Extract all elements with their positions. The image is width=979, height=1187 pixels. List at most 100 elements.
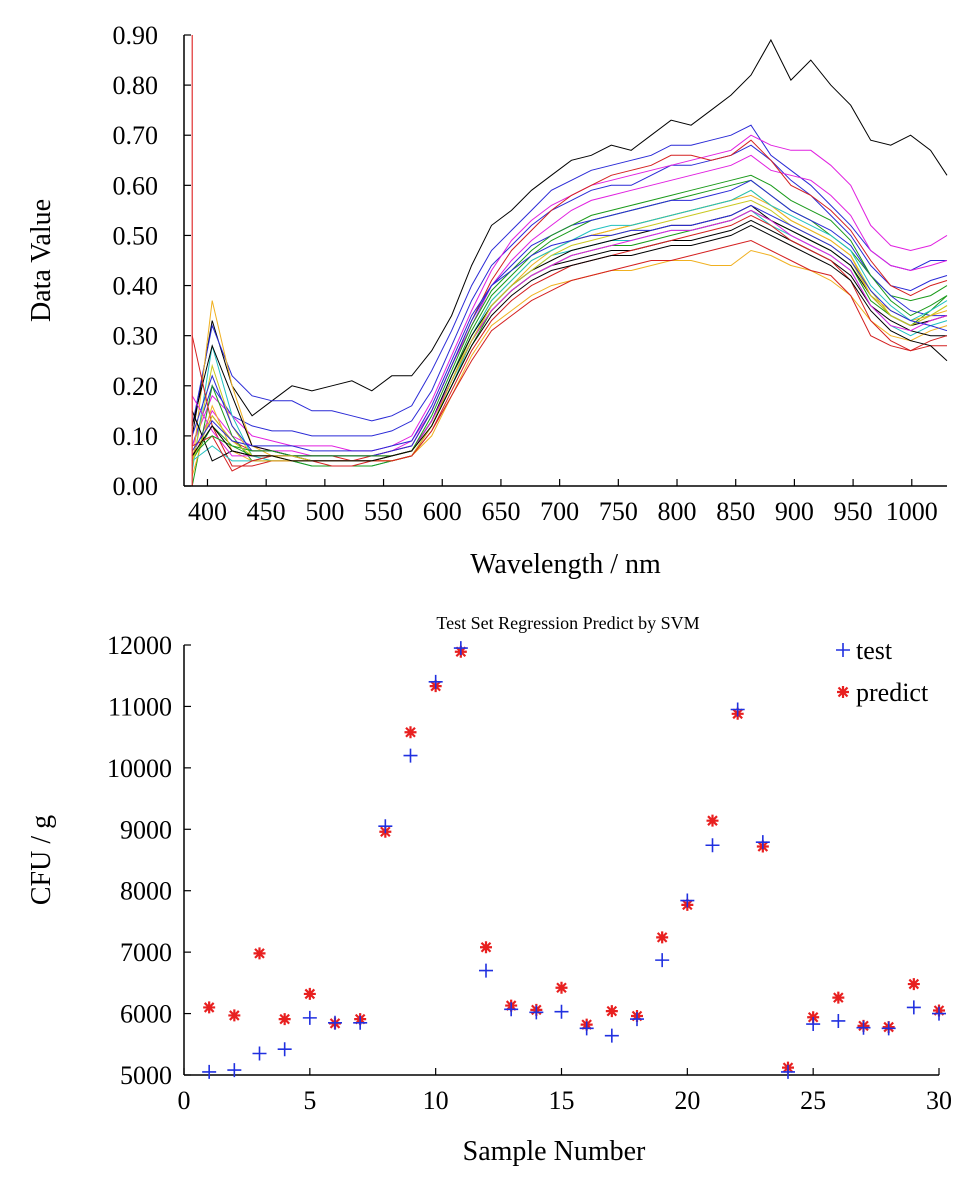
spectrum-line-7 [191,179,948,462]
spectrum-line-23 [191,224,948,462]
y-tick-label: 7000 [120,938,172,967]
x-tick-label: 800 [658,497,697,526]
x-tick-label: 750 [599,497,638,526]
spectrum-line-14 [191,239,947,467]
test-point [378,819,393,834]
y-tick-label: 0.70 [113,121,159,150]
spectrum-line-19 [191,214,948,472]
predict-point [656,931,669,944]
test-point [353,1015,368,1030]
x-axis-label: Wavelength / nm [470,549,661,580]
predict-point [832,991,845,1004]
test-point [252,1046,267,1061]
test-point [755,835,770,850]
chart-title: Test Set Regression Predict by SVM [436,613,699,633]
x-tick-label: 1000 [886,497,938,526]
legend-predict-marker [837,686,849,698]
test-point [630,1012,644,1027]
y-tick-label: 0.50 [113,221,159,250]
x-tick-label: 25 [800,1086,826,1115]
predict-point [404,726,417,739]
x-tick-label: 650 [481,497,520,526]
spectrum-line-20 [191,174,948,457]
y-tick-label: 12000 [107,631,172,660]
predict-point [278,1013,291,1026]
x-tick-label: 450 [247,497,286,526]
legend: test predict [836,636,929,707]
spectrum-line-9 [191,209,948,472]
spectrum-line-4 [191,134,948,452]
test-point [730,702,745,717]
predict-point [706,814,719,827]
y-tick-label: 0.20 [113,372,159,401]
predict-point [480,941,492,954]
spectrum-line-2 [191,124,947,426]
spectrum-line-1 [191,38,948,436]
test-point [831,1013,846,1028]
test-point [906,1000,921,1015]
x-tick-label: 15 [549,1086,575,1115]
x-tick-label: 550 [364,497,403,526]
test-point [428,674,443,689]
test-point [781,1064,795,1079]
spectrum-line-17 [191,204,948,462]
y-tick-label: 0.10 [113,422,159,451]
test-point [302,1010,317,1025]
predict-point [253,947,266,960]
test-point [504,1002,519,1017]
y-tick-label: 0.60 [113,171,159,200]
svm-regression-chart: Test Set Regression Predict by SVM 5000 60… [26,613,952,1167]
y-tick-label: 0.00 [113,472,159,501]
spectrum-line-21 [191,199,948,462]
test-point [881,1021,896,1036]
test-point [227,1063,242,1078]
x-tick-label: 700 [540,497,579,526]
test-point [856,1020,871,1035]
x-tick-label: 900 [775,497,814,526]
test-point [604,1028,619,1043]
predict-point [303,987,316,1000]
test-point [202,1064,217,1079]
x-tick-label: 10 [423,1086,449,1115]
spectrum-line-5 [191,154,948,457]
y-tick-label: 10000 [107,754,172,783]
test-point [529,1005,544,1020]
y-axis-label: Data Value [26,199,57,322]
test-point [655,953,670,968]
test-point [579,1021,594,1036]
predict-point [907,978,920,991]
x-tick-label: 30 [926,1086,952,1115]
test-point [554,1004,569,1019]
spectrum-line-12 [191,179,947,457]
y-tick-label: 0.90 [113,21,159,50]
test-point [806,1017,821,1032]
x-tick-label: 5 [303,1086,316,1115]
predict-point [228,1009,241,1022]
predict-point [203,1001,216,1014]
test-point [453,641,468,656]
spectrum-line-3 [191,144,948,447]
y-tick-label: 0.30 [113,322,159,351]
y-tick-label: 5000 [120,1061,172,1090]
legend-test-marker [836,643,850,657]
spectrum-line-8 [191,249,948,467]
predict-point [555,981,568,994]
test-point [479,963,493,978]
test-point [932,1006,946,1021]
test-point [680,893,695,908]
legend-predict-label: predict [856,678,929,707]
test-point [403,748,418,763]
x-tick-label: 850 [716,497,755,526]
y-tick-label: 11000 [108,692,172,721]
x-tick-label: 600 [423,497,462,526]
y-axis-label: CFU / g [26,815,57,905]
y-tick-label: 9000 [120,815,172,844]
x-tick-label: 20 [674,1086,700,1115]
y-tick-label: 0.40 [113,272,159,301]
x-tick-label: 950 [834,497,873,526]
spectrum-line-22 [191,204,948,452]
predict-point [605,1005,618,1018]
spectrum-line-6 [191,139,948,462]
x-axis-label: Sample Number [463,1136,646,1167]
